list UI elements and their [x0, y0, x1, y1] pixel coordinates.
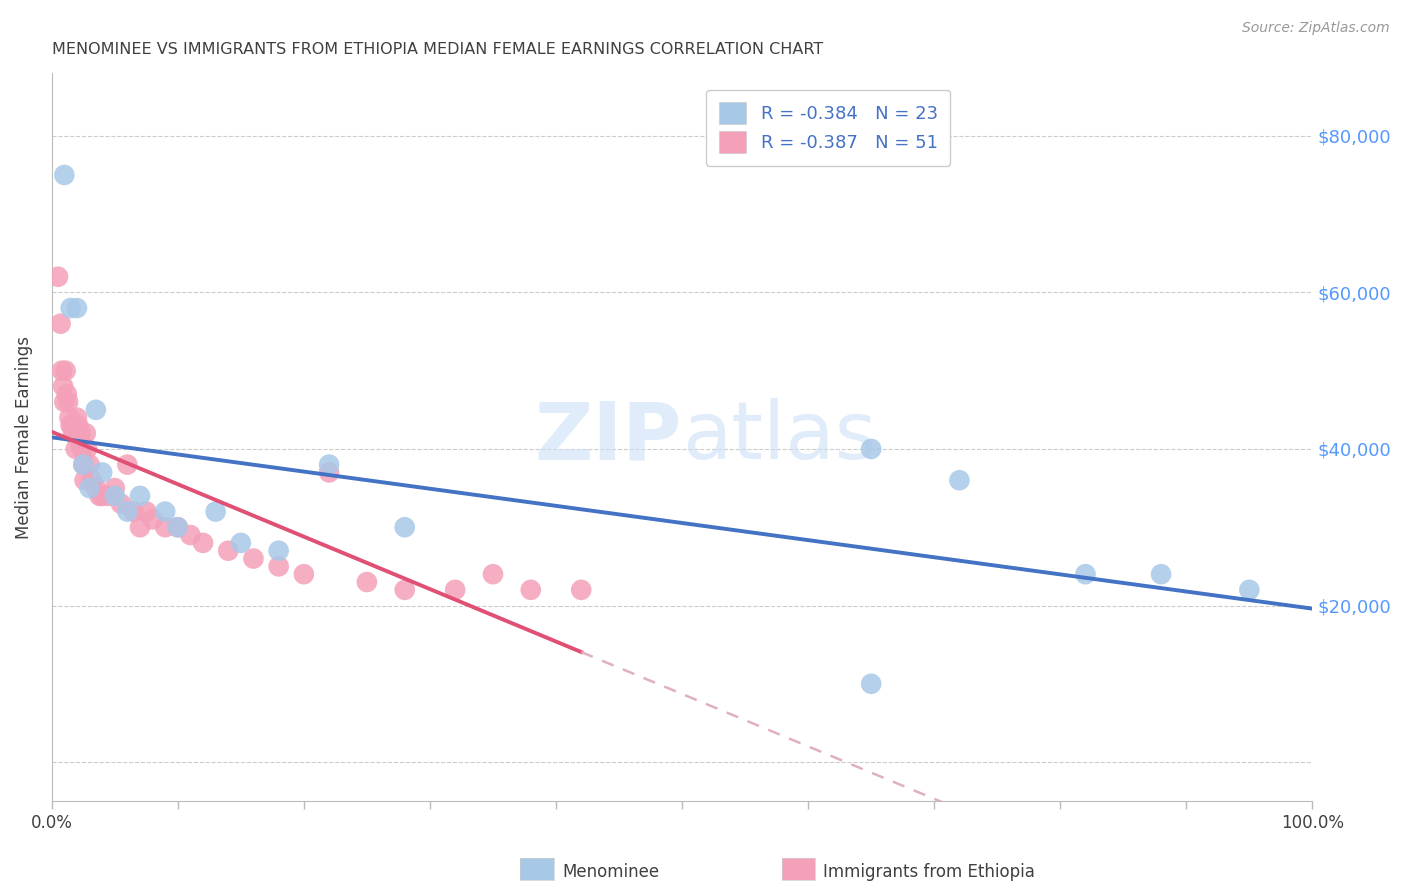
Point	[104, 481, 127, 495]
Point	[569, 582, 592, 597]
Point	[76, 442, 98, 456]
Text: Menominee: Menominee	[562, 863, 659, 881]
Point	[166, 520, 188, 534]
Point	[59, 301, 82, 315]
Y-axis label: Median Female Earnings: Median Female Earnings	[15, 335, 32, 539]
Point	[84, 481, 107, 495]
Point	[66, 410, 89, 425]
Point	[55, 364, 77, 378]
Point	[155, 505, 177, 519]
Point	[80, 473, 103, 487]
Point	[520, 582, 543, 597]
Point	[60, 418, 83, 433]
Point	[166, 520, 188, 534]
Point	[104, 489, 127, 503]
Point	[267, 543, 290, 558]
Point	[56, 395, 79, 409]
Point	[117, 505, 139, 519]
Point	[292, 567, 315, 582]
Point	[129, 489, 152, 503]
Point	[948, 473, 970, 487]
Legend: R = -0.384   N = 23, R = -0.387   N = 51: R = -0.384 N = 23, R = -0.387 N = 51	[706, 89, 950, 166]
Text: Source: ZipAtlas.com: Source: ZipAtlas.com	[1241, 21, 1389, 35]
Point	[204, 505, 226, 519]
Point	[84, 402, 107, 417]
Point	[67, 418, 90, 433]
Point	[117, 458, 139, 472]
Point	[59, 418, 82, 433]
Point	[72, 458, 94, 472]
Point	[91, 466, 114, 480]
Point	[191, 536, 214, 550]
Point	[860, 677, 883, 691]
Point	[53, 395, 76, 409]
Point	[75, 426, 97, 441]
Point	[46, 269, 69, 284]
Point	[318, 458, 340, 472]
Point	[1239, 582, 1261, 597]
Point	[122, 505, 145, 519]
Point	[267, 559, 290, 574]
Point	[52, 379, 75, 393]
Point	[89, 489, 111, 503]
Point	[69, 426, 91, 441]
Point	[53, 168, 76, 182]
Point	[72, 458, 94, 472]
Point	[79, 481, 101, 495]
Point	[356, 574, 378, 589]
Point	[56, 387, 79, 401]
Point	[97, 489, 120, 503]
Point	[142, 512, 165, 526]
Point	[1074, 567, 1097, 582]
Point	[217, 543, 239, 558]
Point	[91, 489, 114, 503]
Point	[155, 520, 177, 534]
Point	[444, 582, 467, 597]
Point	[482, 567, 505, 582]
Point	[65, 442, 87, 456]
Point	[135, 505, 157, 519]
Point	[394, 520, 416, 534]
Point	[394, 582, 416, 597]
Point	[49, 317, 72, 331]
Point	[129, 520, 152, 534]
Text: ZIP: ZIP	[534, 398, 682, 476]
Point	[69, 434, 91, 449]
Point	[179, 528, 201, 542]
Point	[63, 426, 86, 441]
Text: MENOMINEE VS IMMIGRANTS FROM ETHIOPIA MEDIAN FEMALE EARNINGS CORRELATION CHART: MENOMINEE VS IMMIGRANTS FROM ETHIOPIA ME…	[52, 42, 823, 57]
Text: atlas: atlas	[682, 398, 876, 476]
Point	[229, 536, 252, 550]
Text: Immigrants from Ethiopia: Immigrants from Ethiopia	[823, 863, 1035, 881]
Point	[58, 410, 80, 425]
Point	[62, 426, 84, 441]
Point	[1150, 567, 1173, 582]
Point	[70, 442, 93, 456]
Point	[242, 551, 264, 566]
Point	[51, 364, 73, 378]
Point	[110, 497, 132, 511]
Point	[318, 466, 340, 480]
Point	[73, 473, 96, 487]
Point	[860, 442, 883, 456]
Point	[79, 458, 101, 472]
Point	[66, 301, 89, 315]
